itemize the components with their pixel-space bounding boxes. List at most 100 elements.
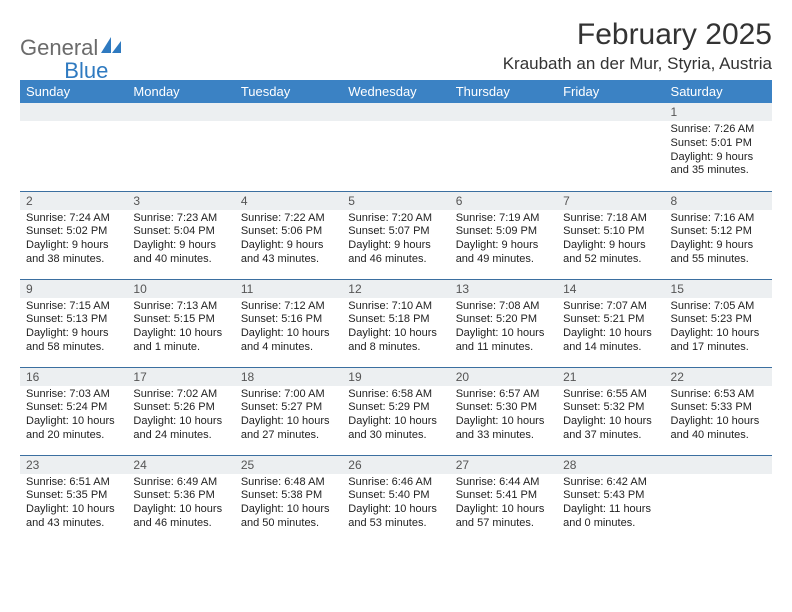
- day-number: 28: [557, 456, 664, 474]
- day-details: Sunrise: 7:05 AMSunset: 5:23 PMDaylight:…: [665, 298, 772, 359]
- day-details: Sunrise: 7:12 AMSunset: 5:16 PMDaylight:…: [235, 298, 342, 359]
- day-details: Sunrise: 7:23 AMSunset: 5:04 PMDaylight:…: [127, 210, 234, 271]
- month-title: February 2025: [503, 18, 772, 52]
- day-number: 9: [20, 280, 127, 298]
- calendar-empty-cell: [665, 455, 772, 543]
- day-number: [127, 103, 234, 121]
- calendar-day-cell: 13Sunrise: 7:08 AMSunset: 5:20 PMDayligh…: [450, 279, 557, 367]
- day-number: 17: [127, 368, 234, 386]
- calendar-week-row: 23Sunrise: 6:51 AMSunset: 5:35 PMDayligh…: [20, 455, 772, 543]
- calendar-day-cell: 7Sunrise: 7:18 AMSunset: 5:10 PMDaylight…: [557, 191, 664, 279]
- calendar-table: SundayMondayTuesdayWednesdayThursdayFrid…: [20, 80, 772, 543]
- calendar-day-cell: 20Sunrise: 6:57 AMSunset: 5:30 PMDayligh…: [450, 367, 557, 455]
- day-details: Sunrise: 6:55 AMSunset: 5:32 PMDaylight:…: [557, 386, 664, 447]
- title-block: February 2025 Kraubath an der Mur, Styri…: [503, 18, 772, 74]
- day-details: Sunrise: 6:44 AMSunset: 5:41 PMDaylight:…: [450, 474, 557, 535]
- day-details: Sunrise: 7:22 AMSunset: 5:06 PMDaylight:…: [235, 210, 342, 271]
- weekday-header: Saturday: [665, 80, 772, 103]
- day-number: 5: [342, 192, 449, 210]
- calendar-day-cell: 11Sunrise: 7:12 AMSunset: 5:16 PMDayligh…: [235, 279, 342, 367]
- calendar-day-cell: 17Sunrise: 7:02 AMSunset: 5:26 PMDayligh…: [127, 367, 234, 455]
- day-number: 20: [450, 368, 557, 386]
- day-details: Sunrise: 7:18 AMSunset: 5:10 PMDaylight:…: [557, 210, 664, 271]
- day-number: [342, 103, 449, 121]
- day-details: Sunrise: 7:16 AMSunset: 5:12 PMDaylight:…: [665, 210, 772, 271]
- day-details: Sunrise: 7:10 AMSunset: 5:18 PMDaylight:…: [342, 298, 449, 359]
- calendar-empty-cell: [342, 103, 449, 191]
- calendar-day-cell: 4Sunrise: 7:22 AMSunset: 5:06 PMDaylight…: [235, 191, 342, 279]
- calendar-day-cell: 15Sunrise: 7:05 AMSunset: 5:23 PMDayligh…: [665, 279, 772, 367]
- day-number: 26: [342, 456, 449, 474]
- day-details: Sunrise: 7:03 AMSunset: 5:24 PMDaylight:…: [20, 386, 127, 447]
- day-number: 27: [450, 456, 557, 474]
- calendar-week-row: 16Sunrise: 7:03 AMSunset: 5:24 PMDayligh…: [20, 367, 772, 455]
- day-number: 18: [235, 368, 342, 386]
- day-details: Sunrise: 7:02 AMSunset: 5:26 PMDaylight:…: [127, 386, 234, 447]
- calendar-day-cell: 9Sunrise: 7:15 AMSunset: 5:13 PMDaylight…: [20, 279, 127, 367]
- calendar-empty-cell: [235, 103, 342, 191]
- calendar-empty-cell: [557, 103, 664, 191]
- logo: General Blue: [20, 18, 108, 72]
- day-details: Sunrise: 6:49 AMSunset: 5:36 PMDaylight:…: [127, 474, 234, 535]
- calendar-empty-cell: [20, 103, 127, 191]
- day-number: 11: [235, 280, 342, 298]
- day-details: Sunrise: 7:24 AMSunset: 5:02 PMDaylight:…: [20, 210, 127, 271]
- day-number: 15: [665, 280, 772, 298]
- day-number: 19: [342, 368, 449, 386]
- location-label: Kraubath an der Mur, Styria, Austria: [503, 54, 772, 74]
- day-number: 1: [665, 103, 772, 121]
- weekday-header: Thursday: [450, 80, 557, 103]
- day-number: 6: [450, 192, 557, 210]
- weekday-header: Monday: [127, 80, 234, 103]
- calendar-day-cell: 5Sunrise: 7:20 AMSunset: 5:07 PMDaylight…: [342, 191, 449, 279]
- calendar-week-row: 2Sunrise: 7:24 AMSunset: 5:02 PMDaylight…: [20, 191, 772, 279]
- calendar-header-row: SundayMondayTuesdayWednesdayThursdayFrid…: [20, 80, 772, 103]
- calendar-day-cell: 8Sunrise: 7:16 AMSunset: 5:12 PMDaylight…: [665, 191, 772, 279]
- day-details: Sunrise: 7:07 AMSunset: 5:21 PMDaylight:…: [557, 298, 664, 359]
- calendar-day-cell: 25Sunrise: 6:48 AMSunset: 5:38 PMDayligh…: [235, 455, 342, 543]
- calendar-day-cell: 21Sunrise: 6:55 AMSunset: 5:32 PMDayligh…: [557, 367, 664, 455]
- day-number: 16: [20, 368, 127, 386]
- header: General Blue February 2025 Kraubath an d…: [20, 18, 772, 74]
- calendar-day-cell: 1Sunrise: 7:26 AMSunset: 5:01 PMDaylight…: [665, 103, 772, 191]
- calendar-day-cell: 26Sunrise: 6:46 AMSunset: 5:40 PMDayligh…: [342, 455, 449, 543]
- calendar-day-cell: 27Sunrise: 6:44 AMSunset: 5:41 PMDayligh…: [450, 455, 557, 543]
- day-number: 3: [127, 192, 234, 210]
- calendar-day-cell: 16Sunrise: 7:03 AMSunset: 5:24 PMDayligh…: [20, 367, 127, 455]
- calendar-day-cell: 22Sunrise: 6:53 AMSunset: 5:33 PMDayligh…: [665, 367, 772, 455]
- day-details: Sunrise: 6:46 AMSunset: 5:40 PMDaylight:…: [342, 474, 449, 535]
- day-details: Sunrise: 6:53 AMSunset: 5:33 PMDaylight:…: [665, 386, 772, 447]
- logo-text-blue: Blue: [64, 58, 108, 84]
- calendar-day-cell: 23Sunrise: 6:51 AMSunset: 5:35 PMDayligh…: [20, 455, 127, 543]
- day-details: Sunrise: 6:57 AMSunset: 5:30 PMDaylight:…: [450, 386, 557, 447]
- calendar-empty-cell: [127, 103, 234, 191]
- day-details: Sunrise: 7:19 AMSunset: 5:09 PMDaylight:…: [450, 210, 557, 271]
- calendar-day-cell: 10Sunrise: 7:13 AMSunset: 5:15 PMDayligh…: [127, 279, 234, 367]
- day-number: 4: [235, 192, 342, 210]
- calendar-day-cell: 3Sunrise: 7:23 AMSunset: 5:04 PMDaylight…: [127, 191, 234, 279]
- day-number: 24: [127, 456, 234, 474]
- day-number: [235, 103, 342, 121]
- day-number: 13: [450, 280, 557, 298]
- calendar-day-cell: 19Sunrise: 6:58 AMSunset: 5:29 PMDayligh…: [342, 367, 449, 455]
- logo-sail-icon: [100, 36, 122, 61]
- day-number: 14: [557, 280, 664, 298]
- calendar-day-cell: 6Sunrise: 7:19 AMSunset: 5:09 PMDaylight…: [450, 191, 557, 279]
- day-details: Sunrise: 7:15 AMSunset: 5:13 PMDaylight:…: [20, 298, 127, 359]
- calendar-day-cell: 18Sunrise: 7:00 AMSunset: 5:27 PMDayligh…: [235, 367, 342, 455]
- day-number: 23: [20, 456, 127, 474]
- calendar-day-cell: 12Sunrise: 7:10 AMSunset: 5:18 PMDayligh…: [342, 279, 449, 367]
- day-number: 7: [557, 192, 664, 210]
- calendar-day-cell: 28Sunrise: 6:42 AMSunset: 5:43 PMDayligh…: [557, 455, 664, 543]
- day-number: 12: [342, 280, 449, 298]
- day-details: Sunrise: 7:20 AMSunset: 5:07 PMDaylight:…: [342, 210, 449, 271]
- calendar-page: General Blue February 2025 Kraubath an d…: [0, 0, 792, 553]
- day-number: [20, 103, 127, 121]
- day-number: 21: [557, 368, 664, 386]
- day-details: Sunrise: 7:00 AMSunset: 5:27 PMDaylight:…: [235, 386, 342, 447]
- calendar-day-cell: 2Sunrise: 7:24 AMSunset: 5:02 PMDaylight…: [20, 191, 127, 279]
- weekday-header: Friday: [557, 80, 664, 103]
- day-number: 25: [235, 456, 342, 474]
- day-number: [665, 456, 772, 474]
- calendar-week-row: 9Sunrise: 7:15 AMSunset: 5:13 PMDaylight…: [20, 279, 772, 367]
